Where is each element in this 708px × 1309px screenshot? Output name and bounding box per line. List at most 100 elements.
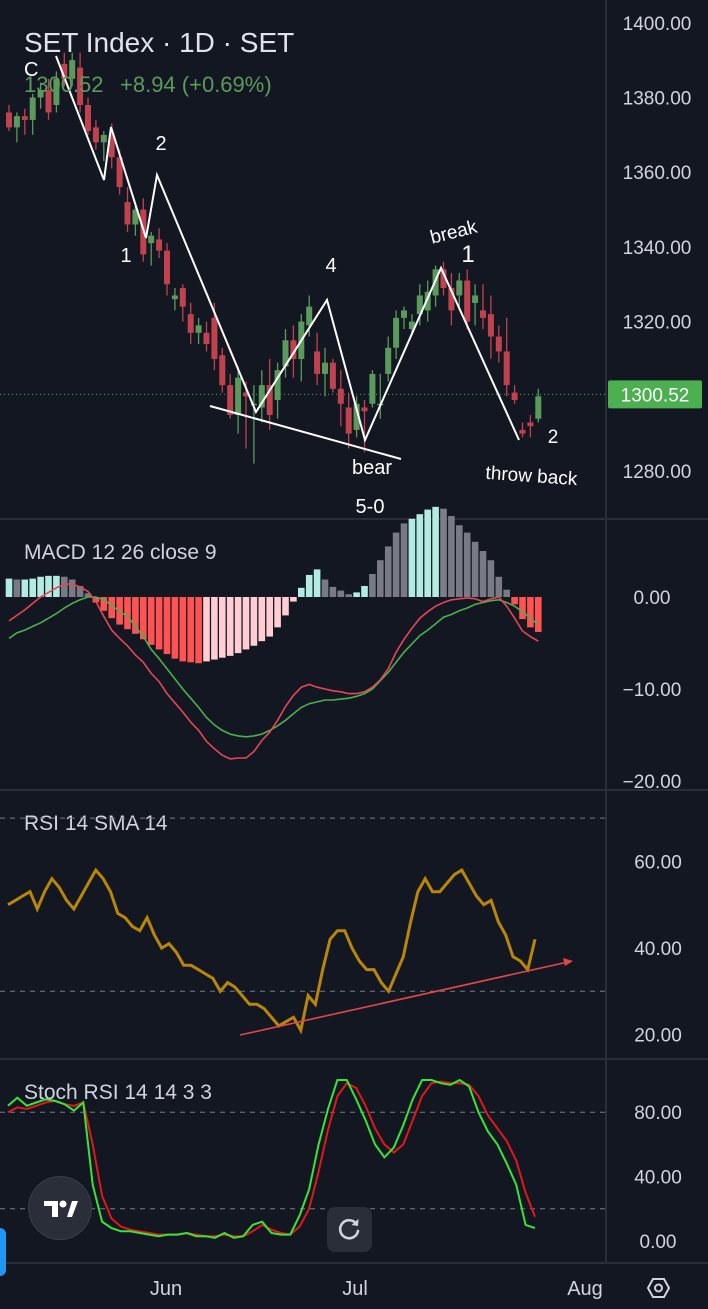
- candle-body: [369, 373, 376, 404]
- candle-body: [29, 97, 36, 120]
- candle-body: [266, 385, 273, 415]
- header-change: +8.94 (+0.69%): [120, 72, 272, 97]
- macd-histogram-bar: [179, 597, 187, 662]
- candle-body: [156, 239, 163, 251]
- macd-histogram-bar: [37, 576, 44, 597]
- macd-histogram-bar: [76, 585, 84, 597]
- macd-histogram-bar: [448, 516, 455, 597]
- macd-histogram-bar: [163, 597, 171, 655]
- macd-histogram-bar: [329, 586, 337, 597]
- macd-histogram-bar: [132, 597, 139, 634]
- time-axis-tick-label: Jun: [150, 1278, 182, 1300]
- macd-histogram-bar: [108, 597, 115, 619]
- bear-label: bear: [352, 457, 392, 479]
- side-panel-tab[interactable]: [0, 1228, 6, 1276]
- candle-body: [164, 250, 170, 285]
- candle-body: [511, 392, 518, 401]
- candle-body: [53, 78, 60, 105]
- candle-body: [69, 60, 76, 79]
- macd-axis-tick-label: −20.00: [623, 772, 682, 793]
- candle-body: [108, 134, 115, 158]
- macd-histogram-bar: [140, 597, 147, 640]
- candle-body: [100, 134, 107, 143]
- elliott-wave-drawing: [55, 55, 520, 443]
- candle-body: [424, 291, 431, 311]
- stoch-axis-tick-label: 80.00: [634, 1103, 682, 1124]
- wave-label-2: 2: [155, 133, 166, 155]
- candle-body: [179, 287, 186, 307]
- candle-body: [132, 209, 139, 225]
- macd-histogram-bar: [258, 597, 266, 642]
- stoch-axis-tick-label: 0.00: [640, 1232, 677, 1253]
- candle-body: [535, 396, 542, 419]
- macd-histogram-bar: [361, 585, 368, 597]
- candle-body: [92, 127, 99, 143]
- candle-body: [464, 280, 471, 322]
- tradingview-logo-button[interactable]: [29, 1177, 91, 1239]
- wave-label-4: 4: [325, 255, 336, 277]
- macd-histogram-bar: [290, 597, 297, 602]
- macd-histogram-bar: [392, 532, 400, 597]
- macd-histogram-bar: [147, 597, 155, 645]
- candle-body: [527, 422, 534, 427]
- macd-histogram-bar: [345, 594, 352, 597]
- candle-body: [480, 310, 486, 318]
- candle-body: [314, 351, 321, 374]
- stoch-d-line: [7, 1080, 536, 1238]
- rsi-axis-tick-label: 60.00: [634, 852, 682, 873]
- macd-histogram-bar: [84, 593, 92, 597]
- macd-axis-tick-label: −10.00: [623, 680, 682, 701]
- macd-histogram-bar: [432, 506, 439, 597]
- macd-histogram-bar: [45, 575, 52, 597]
- macd-histogram-bar: [226, 597, 234, 656]
- candle-body: [148, 235, 155, 244]
- reset-refresh-icon: [338, 1219, 360, 1240]
- candle-body: [45, 90, 52, 113]
- candle-body: [440, 269, 447, 288]
- macd-histogram-bar: [337, 590, 345, 597]
- macd-histogram-bar: [92, 597, 100, 603]
- candle-body: [306, 306, 313, 326]
- price-axis-tick-label: 1280.00: [623, 462, 692, 483]
- macd-histogram-bar: [211, 597, 218, 660]
- rsi-line: [7, 867, 537, 1035]
- macd-histogram-bar: [369, 574, 376, 597]
- macd-histogram-bar: [305, 574, 313, 597]
- candle-body: [235, 377, 242, 415]
- candle-body: [353, 403, 360, 430]
- rsi-axis-tick-label: 40.00: [634, 939, 682, 960]
- settings-hexagon-center: [654, 1283, 663, 1293]
- price-axis-tick-label: 1360.00: [623, 163, 692, 184]
- candle-body: [124, 202, 131, 225]
- macd-histogram-bar: [195, 597, 202, 664]
- macd-histogram-bar: [495, 576, 503, 597]
- stoch-k-line: [7, 1078, 536, 1239]
- time-axis-tick-label: Jul: [342, 1278, 368, 1300]
- macd-histogram-bar: [53, 575, 60, 597]
- macd-histogram-bar: [519, 597, 526, 620]
- settings-hexagon-icon[interactable]: [646, 1278, 671, 1298]
- macd-histogram-bar: [440, 508, 447, 597]
- candle-body: [416, 295, 423, 315]
- macd-histogram-bar: [313, 569, 321, 597]
- price-axis-tick-label: 1380.00: [623, 89, 692, 110]
- throw-back-wave-2-label: 2: [548, 427, 559, 448]
- wave-label-5-0: 5-0: [356, 496, 385, 518]
- throw-back-label: throw back: [485, 463, 579, 490]
- candle-body: [211, 317, 218, 359]
- rsi-axis-tick-label: 20.00: [634, 1026, 682, 1047]
- macd-histogram-bar: [471, 541, 479, 597]
- macd-histogram-bar: [503, 589, 510, 597]
- candle-body: [337, 388, 344, 404]
- macd-histogram-bar: [400, 523, 408, 597]
- macd-histogram-bar: [100, 597, 108, 611]
- candle-body: [13, 116, 20, 128]
- reset-chart-button[interactable]: [327, 1207, 372, 1252]
- macd-histogram-bar: [250, 597, 258, 646]
- rsi-trendline: [239, 961, 569, 1036]
- time-axis-tick-label: Aug: [567, 1278, 603, 1300]
- candle-body: [227, 385, 234, 415]
- macd-histogram-bar: [219, 597, 226, 658]
